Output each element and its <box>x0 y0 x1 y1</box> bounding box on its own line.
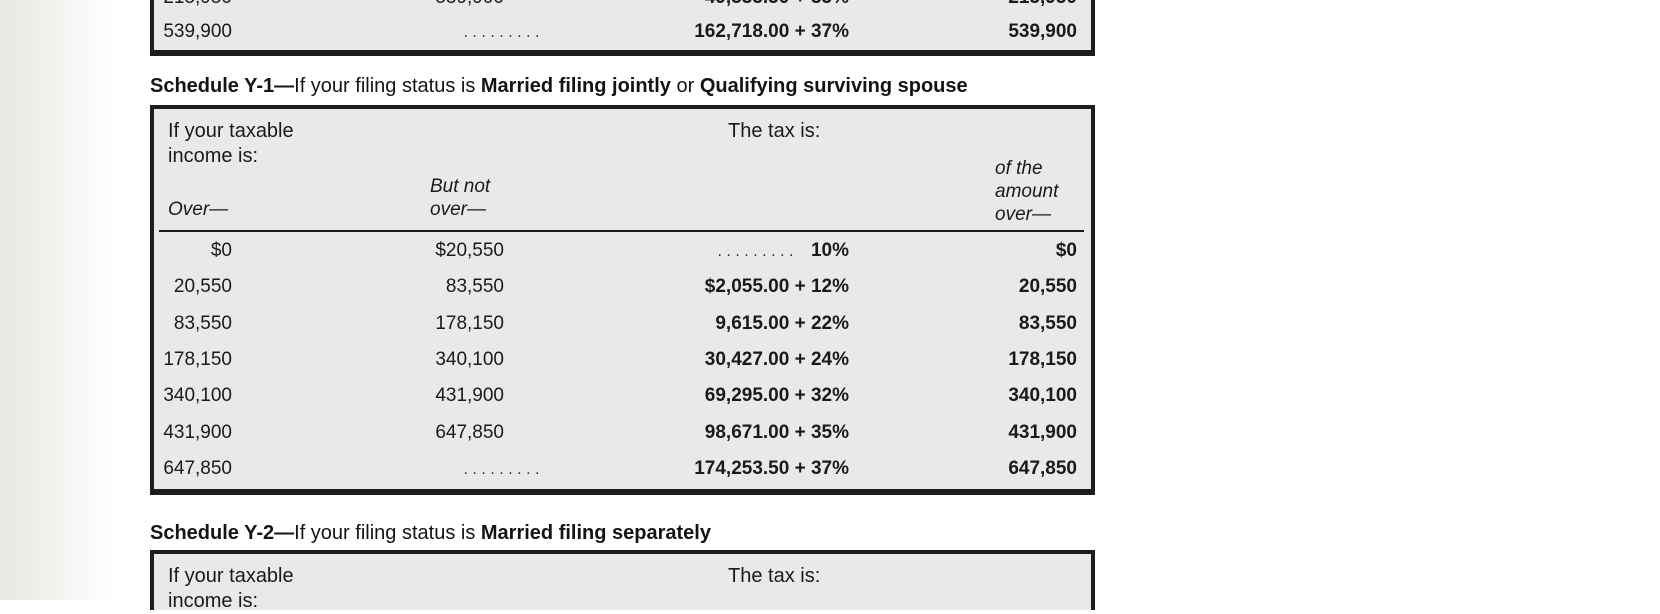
dotted-leader: ......... <box>463 460 544 478</box>
over-value: 215,950 <box>154 0 232 9</box>
tax-rate-text: 9,615.00 + 22% <box>715 312 849 334</box>
tax-rate-text: 98,671.00 + 35% <box>704 421 849 443</box>
schedule-y1-heading-text: If your filing status is <box>294 75 481 97</box>
tax-rate-text: 30,427.00 + 24% <box>704 349 849 371</box>
of-amount-over-value: 215,950 <box>849 0 1077 9</box>
over-column-label: Over— <box>168 199 229 220</box>
tax-formula-value: 9,615.00 + 22% <box>504 313 849 335</box>
schedule-y1-heading-or: or <box>670 75 700 97</box>
of-amount-over-value: 20,550 <box>1018 276 1077 298</box>
over-value: 178,150 <box>163 349 232 371</box>
tax-bracket-row: 215,950539,90049,335.50 + 35%215,950 <box>154 0 1091 15</box>
tax-bracket-row: 431,900 647,850 98,671.00 + 35% 431,900 <box>154 414 1091 450</box>
filing-status-surviving-spouse: Qualifying surviving spouse <box>699 75 968 97</box>
tax-rate-text: 49,335.50 + 35% <box>705 0 849 8</box>
but-not-over-value: 340,100 <box>435 349 504 371</box>
schedule-y1-title: Schedule Y-1— <box>150 75 295 97</box>
but-not-over-value: 83,550 <box>445 276 504 298</box>
but-not-over-value: 539,900 <box>232 0 504 9</box>
tax-rate-text: 174,253.50 + 37% <box>694 457 849 479</box>
tax-formula-value: 98,671.00 + 35% <box>504 422 849 444</box>
dotted-leader: ......... <box>463 24 544 41</box>
document-page: 215,950539,90049,335.50 + 35%215,950539,… <box>0 0 1095 612</box>
of-amount-over-value: $0 <box>1055 240 1077 262</box>
tax-bracket-row: 178,150 340,100 30,427.00 + 24% 178,150 <box>154 342 1091 378</box>
but-not-over-value: ......... <box>232 458 539 480</box>
over-value: 83,550 <box>173 312 232 334</box>
tax-rate-text: $2,055.00 + 12% <box>704 276 849 298</box>
schedule-y1-heading: Schedule Y-1—If your filing status is Ma… <box>150 75 968 97</box>
of-amount-over-value: 83,550 <box>1018 312 1077 334</box>
tax-bracket-row: 647,850......... 174,253.50 + 37% 647,850 <box>154 451 1091 487</box>
tax-formula-value: 174,253.50 + 37% <box>504 458 849 480</box>
filing-status-separately: Married filing separately <box>480 522 711 544</box>
tax-is-column-label: The tax is: <box>728 120 821 142</box>
tax-formula-value: 69,295.00 + 32% <box>504 385 849 407</box>
over-value: 340,100 <box>163 385 232 407</box>
tax-bracket-row: $0 $20,550......... 10% $0 <box>154 233 1091 269</box>
tax-bracket-row: 20,550 83,550 $2,055.00 + 12% 20,550 <box>154 269 1091 305</box>
tax-bracket-row: 83,550 178,150 9,615.00 + 22% 83,550 <box>154 306 1091 342</box>
but-not-over-column-label: But not over— <box>430 176 491 220</box>
of-amount-over-value: 647,850 <box>1008 457 1077 479</box>
schedule-y1-table: If your taxable income is: The tax is: O… <box>150 105 1095 495</box>
but-not-over-value: 647,850 <box>435 421 504 443</box>
tax-formula-value: 49,335.50 + 35% <box>504 0 849 9</box>
schedule-y2-table-partial: If your taxable income is: The tax is: <box>150 550 1095 612</box>
tax-formula-value: $2,055.00 + 12% <box>504 276 849 298</box>
tax-is-column-label: The tax is: <box>728 565 821 587</box>
tax-bracket-row: 539,900......... 162,718.00 + 37% 539,900 <box>154 15 1091 49</box>
taxable-income-column-label: If your taxable income is: <box>168 120 294 167</box>
tax-rate-text: 69,295.00 + 32% <box>704 385 849 407</box>
over-value: $0 <box>210 240 232 262</box>
of-amount-over-value: 178,150 <box>1008 349 1077 371</box>
tax-formula-value: ......... 10% <box>504 240 849 262</box>
tax-formula-value: 30,427.00 + 24% <box>504 349 849 371</box>
but-not-over-value: 178,150 <box>435 312 504 334</box>
tax-formula-value: 162,718.00 + 37% <box>504 21 849 43</box>
but-not-over-value: $20,550 <box>435 240 504 262</box>
over-value: 431,900 <box>163 421 232 443</box>
but-not-over-value: ......... <box>232 21 539 43</box>
of-amount-over-value: 431,900 <box>1008 421 1077 443</box>
schedule-y2-heading-text: If your filing status is <box>294 522 481 544</box>
taxable-income-column-label: If your taxable income is: <box>168 565 294 612</box>
over-value: 539,900 <box>163 21 232 42</box>
column-header-rule <box>159 230 1084 232</box>
dotted-leader: ......... <box>717 243 798 261</box>
over-value: 647,850 <box>163 457 232 479</box>
schedule-y1-rows: $0 $20,550......... 10% $0 20,550 83,550 $2,05… <box>154 233 1091 487</box>
filing-status-jointly: Married filing jointly <box>480 75 671 97</box>
of-amount-over-column-label: of the amount over— <box>995 158 1059 225</box>
but-not-over-value: 431,900 <box>435 385 504 407</box>
schedule-x-table-partial: 215,950539,90049,335.50 + 35%215,950539,… <box>150 0 1095 56</box>
schedule-x-rows: 215,950539,90049,335.50 + 35%215,950539,… <box>154 0 1091 49</box>
tax-rate-text: 10% <box>810 240 849 262</box>
tax-bracket-row: 340,100 431,900 69,295.00 + 32% 340,100 <box>154 378 1091 414</box>
schedule-y2-title: Schedule Y-2— <box>150 522 295 544</box>
of-amount-over-value: 539,900 <box>1008 21 1077 42</box>
over-value: 20,550 <box>173 276 232 298</box>
of-amount-over-value: 340,100 <box>1008 385 1077 407</box>
page-edge-shading <box>0 0 118 600</box>
tax-rate-text: 162,718.00 + 37% <box>694 21 849 42</box>
schedule-y2-heading: Schedule Y-2—If your filing status is Ma… <box>150 522 711 544</box>
